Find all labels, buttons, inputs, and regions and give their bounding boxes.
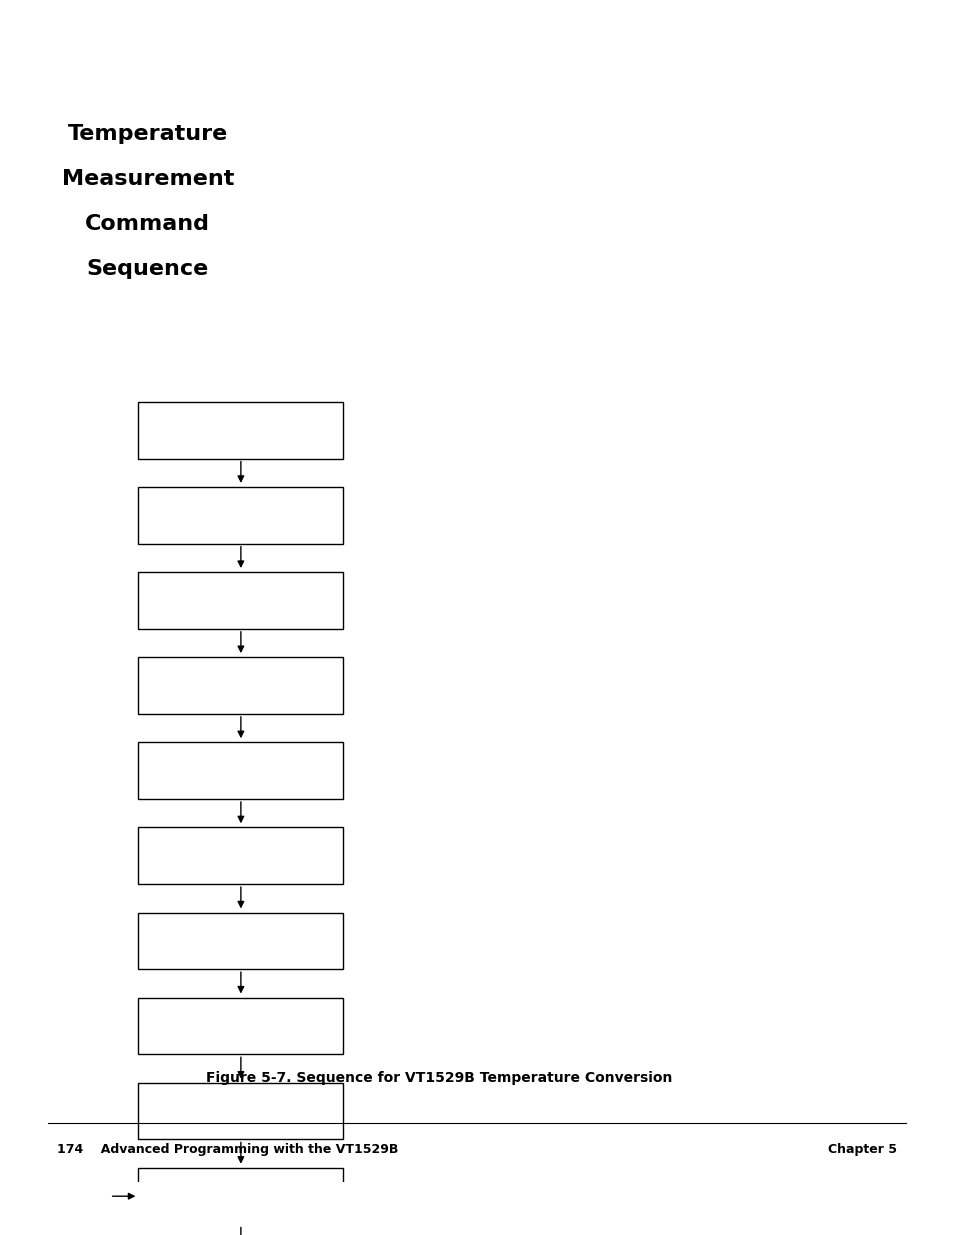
Text: Chapter 5: Chapter 5: [827, 1144, 896, 1156]
Bar: [138, 572, 343, 629]
Text: Measurement: Measurement: [62, 169, 233, 189]
Bar: [138, 487, 343, 543]
Bar: [138, 1168, 343, 1225]
Bar: [138, 401, 343, 458]
Text: Temperature: Temperature: [68, 124, 228, 144]
Bar: [138, 657, 343, 714]
Text: Command: Command: [85, 214, 211, 233]
Bar: [138, 827, 343, 884]
Bar: [138, 913, 343, 969]
Text: Sequence: Sequence: [87, 259, 209, 279]
Bar: [138, 1083, 343, 1140]
Text: 174    Advanced Programming with the VT1529B: 174 Advanced Programming with the VT1529…: [57, 1144, 398, 1156]
Bar: [138, 998, 343, 1055]
Bar: [138, 742, 343, 799]
Text: Figure 5-7. Sequence for VT1529B Temperature Conversion: Figure 5-7. Sequence for VT1529B Tempera…: [206, 1071, 671, 1086]
